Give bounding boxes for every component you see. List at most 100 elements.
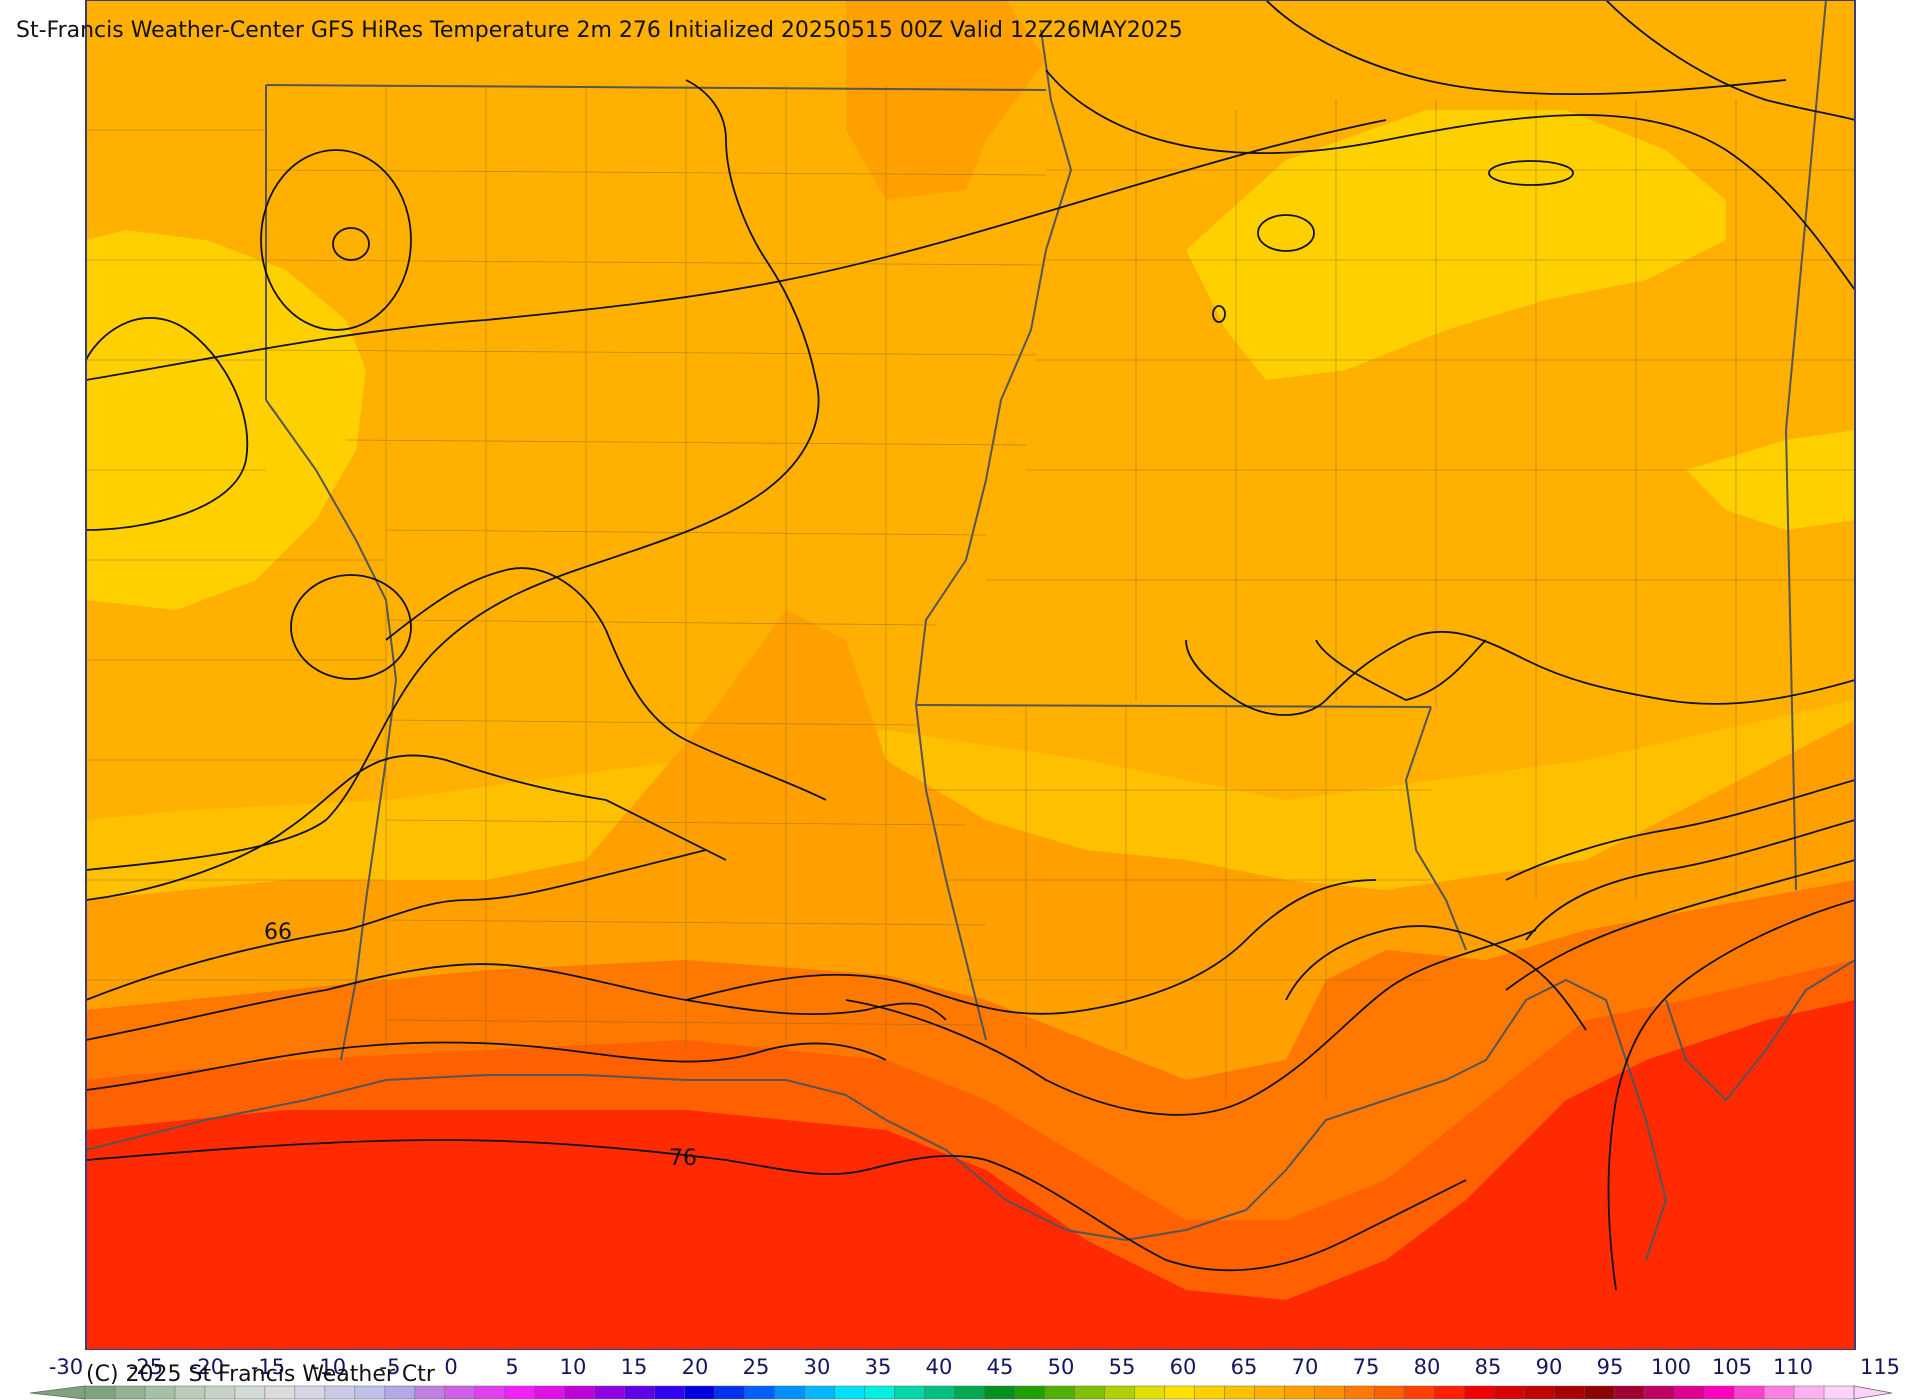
colorbar-tick-label: -10 — [311, 1355, 347, 1379]
colorbar-tick-label: -30 — [48, 1355, 84, 1379]
isotherm-closed — [260, 149, 412, 331]
band-gulf-red — [86, 1000, 1855, 1350]
colorbar-swatch — [444, 1385, 476, 1400]
isotherm-contours — [86, 0, 1855, 1291]
colorbar-swatch — [1404, 1385, 1435, 1400]
colorbar-swatch — [1433, 1385, 1465, 1400]
colorbar-tick-label: 80 — [1413, 1355, 1441, 1379]
colorbar-tick-label: -15 — [250, 1355, 286, 1379]
colorbar-tick-label: 15 — [620, 1355, 648, 1379]
colorbar-swatch — [894, 1385, 926, 1400]
colorbar-tick-label: 90 — [1535, 1355, 1563, 1379]
colorbar-swatch — [924, 1385, 956, 1400]
colorbar-swatch — [264, 1385, 296, 1400]
isotherm-line — [1607, 899, 1855, 1291]
river-mississippi — [914, 29, 1073, 1041]
river-pearl — [1404, 706, 1467, 951]
colorbar-tick-label: 75 — [1352, 1355, 1380, 1379]
colorbar-arrow-right — [1853, 1385, 1893, 1400]
isotherm-line — [385, 567, 827, 801]
colorbar-tick-label: 30 — [803, 1355, 831, 1379]
colorbar-swatch — [114, 1385, 146, 1400]
colorbar-tick-label: 40 — [925, 1355, 953, 1379]
gulf-coastline — [86, 978, 1668, 1261]
colorbar-swatch — [174, 1385, 206, 1400]
colorbar-tick-label: 25 — [742, 1355, 770, 1379]
colorbar-swatch — [1074, 1385, 1106, 1400]
colorbar-swatch — [534, 1385, 566, 1400]
map-canvas: 66 76 — [86, 0, 1855, 1350]
florida-coast — [1665, 959, 1855, 1102]
isotherm-line — [1045, 69, 1855, 291]
isotherm-closed — [290, 574, 412, 680]
state-line-central — [915, 704, 1432, 708]
colorbar-swatch — [684, 1385, 716, 1400]
colorbar-tick-label: 110 — [1772, 1355, 1814, 1379]
colorbar-swatch — [504, 1385, 536, 1400]
colorbar-swatch — [474, 1385, 506, 1400]
isotherm-closed — [1212, 305, 1226, 323]
colorbar-swatch — [354, 1385, 386, 1400]
state-boundaries — [265, 0, 1827, 1061]
colorbar-swatch — [1523, 1385, 1555, 1400]
colorbar-swatch — [774, 1385, 806, 1400]
colorbar-tick-label: -25 — [128, 1355, 164, 1379]
colorbar-tick-label: 95 — [1596, 1355, 1624, 1379]
isotherm-line — [86, 754, 727, 901]
colorbar-swatch — [414, 1385, 446, 1400]
copyright-notice: (C) 2025 St Francis Weather Ctr — [86, 1362, 435, 1387]
colorbar-tick-label: 85 — [1474, 1355, 1502, 1379]
map-title: St-Francis Weather-Center GFS HiRes Temp… — [16, 18, 1183, 43]
isotherm-line — [1285, 925, 1587, 1031]
colorbar-tick-label: 20 — [681, 1355, 709, 1379]
colorbar-swatch — [1134, 1385, 1166, 1400]
isotherm-closed — [1257, 214, 1315, 252]
colorbar-swatch — [1344, 1385, 1376, 1400]
colorbar-swatch — [1763, 1385, 1795, 1400]
band-north-orange-lobe — [846, 0, 1046, 200]
colorbar-swatch — [624, 1385, 656, 1400]
colorbar-tick-label: 105 — [1711, 1355, 1753, 1379]
colorbar-tick-label: 100 — [1650, 1355, 1692, 1379]
colorbar: -30 -25 -20 -15 -10 -5 0 5 10 15 20 25 30 35 40 45 50 55 6… — [0, 1355, 1920, 1400]
colorbar-swatch — [1104, 1385, 1136, 1400]
colorbar-swatch — [234, 1385, 266, 1400]
colorbar-swatch — [204, 1385, 236, 1400]
colorbar-swatch — [864, 1385, 896, 1400]
isotherm-line — [1315, 639, 1487, 701]
colorbar-swatch — [954, 1385, 986, 1400]
isotherm-line — [985, 1159, 1467, 1272]
colorbar-swatch — [294, 1385, 326, 1400]
colorbar-swatch — [1643, 1385, 1675, 1400]
colorbar-tick-label: 50 — [1047, 1355, 1075, 1379]
colorbar-tick-label: 10 — [559, 1355, 587, 1379]
colorbar-swatch — [1823, 1385, 1855, 1400]
colorbar-swatch — [654, 1385, 686, 1400]
isotherm-line — [1505, 859, 1855, 991]
isotherm-line — [1185, 630, 1855, 716]
colorbar-swatch — [1254, 1385, 1286, 1400]
colorbar-tick-label: 45 — [986, 1355, 1014, 1379]
colorbar-swatch — [384, 1385, 416, 1400]
colorbar-swatch — [1613, 1385, 1645, 1400]
colorbar-swatch — [714, 1385, 746, 1400]
colorbar-swatch — [594, 1385, 626, 1400]
colorbar-swatch — [834, 1385, 866, 1400]
colorbar-swatch — [1673, 1385, 1705, 1400]
colorbar-swatch — [1164, 1385, 1196, 1400]
colorbar-tick-label: -5 — [379, 1355, 401, 1379]
isotherm-line — [86, 1139, 987, 1175]
colorbar-tick-label: 35 — [864, 1355, 892, 1379]
colorbar-swatch — [1793, 1385, 1825, 1400]
isotherm-line — [1525, 819, 1855, 941]
isotherm-closed — [1488, 160, 1574, 186]
colorbar-tick-label: 115 — [1859, 1355, 1901, 1379]
isotherm-line — [86, 79, 820, 871]
colorbar-swatch — [804, 1385, 836, 1400]
colorbar-tick-label: 5 — [505, 1355, 519, 1379]
isotherm-line — [86, 317, 249, 531]
colorbar-swatch — [324, 1385, 356, 1400]
colorbar-swatch — [1224, 1385, 1256, 1400]
contour-label-76: 76 — [669, 1146, 697, 1171]
isotherm-closed — [332, 227, 370, 261]
